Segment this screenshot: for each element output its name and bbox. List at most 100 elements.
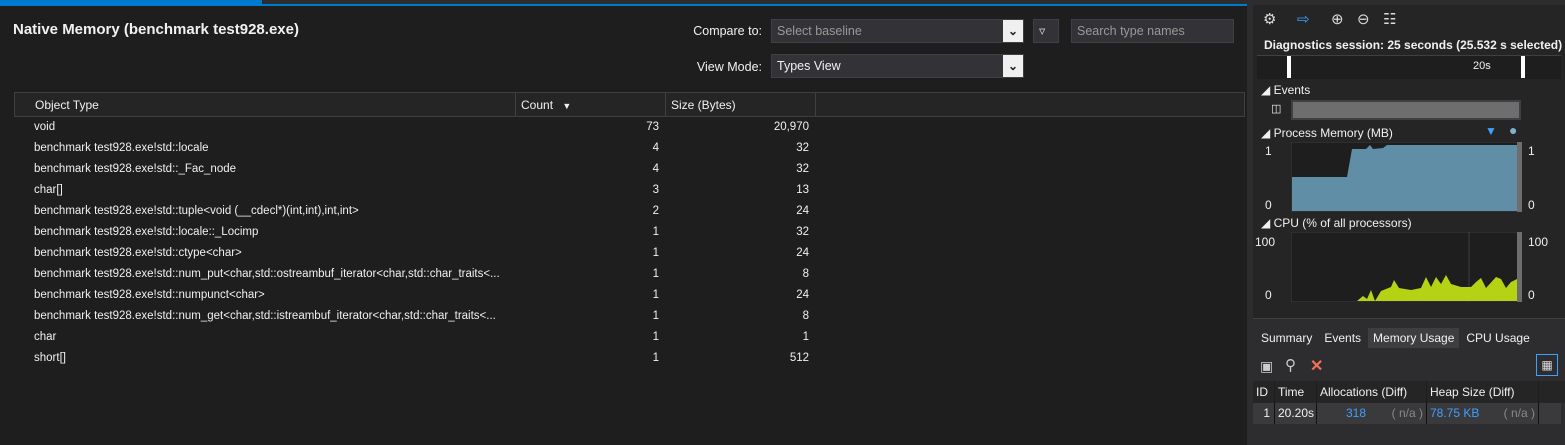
column-time[interactable]: Time xyxy=(1275,381,1317,403)
count-cell: 1 xyxy=(652,247,659,259)
events-section-header[interactable]: ◢ Events xyxy=(1261,83,1311,97)
size-cell: 24 xyxy=(796,289,809,301)
cpu-graph[interactable] xyxy=(1291,232,1522,302)
cpu-axis-min-right: 0 xyxy=(1528,288,1535,302)
object-type-cell: benchmark test928.exe!std::num_put<char,… xyxy=(34,268,500,280)
allocations-link[interactable]: 318 xyxy=(1346,406,1367,420)
memory-axis-min-right: 0 xyxy=(1528,198,1535,212)
take-snapshot-camera-icon[interactable]: ▣ xyxy=(1260,358,1274,374)
gc-marker-icon: ● xyxy=(1509,122,1518,138)
count-cell: 1 xyxy=(652,352,659,364)
table-row[interactable]: benchmark test928.exe!std::tuple<void (_… xyxy=(14,201,1245,222)
tab-memory-usage[interactable]: Memory Usage xyxy=(1368,328,1460,348)
snapshot-row[interactable]: 1 20.20s 318 ( n/a ) 78.75 KB ( n/a ) xyxy=(1253,403,1561,424)
table-row[interactable]: char 1 1 xyxy=(14,327,1245,348)
tab-cpu-usage[interactable]: CPU Usage xyxy=(1466,331,1530,345)
ruler-label: 20s xyxy=(1473,60,1491,72)
column-id[interactable]: ID xyxy=(1253,381,1275,403)
types-table: Object Type Count ▼ Size (Bytes) void 73 2… xyxy=(14,92,1245,369)
filter-icon[interactable]: ▿ xyxy=(1033,19,1059,43)
count-cell: 1 xyxy=(652,331,659,343)
count-cell: 4 xyxy=(652,163,659,175)
search-input[interactable]: Search type names xyxy=(1071,19,1234,43)
size-cell: 13 xyxy=(796,184,809,196)
count-cell: 73 xyxy=(646,121,659,133)
count-cell: 1 xyxy=(652,226,659,238)
column-size[interactable]: Size (Bytes) xyxy=(666,93,816,116)
size-cell: 24 xyxy=(796,247,809,259)
cpu-area xyxy=(1292,275,1517,301)
object-type-cell: benchmark test928.exe!std::locale::_Loci… xyxy=(34,226,259,238)
events-label: Events xyxy=(1273,83,1311,97)
size-cell: 24 xyxy=(796,205,809,217)
table-row[interactable]: benchmark test928.exe!std::num_get<char,… xyxy=(14,306,1245,327)
events-track[interactable] xyxy=(1291,100,1521,120)
column-heap-size[interactable]: Heap Size (Diff) xyxy=(1427,381,1539,403)
table-row[interactable]: short[] 1 512 xyxy=(14,348,1245,369)
object-type-cell: void xyxy=(34,121,56,133)
document-tab-strip xyxy=(0,0,1252,6)
tab-events[interactable]: Events xyxy=(1324,331,1362,345)
selection-end-handle[interactable] xyxy=(1521,56,1525,78)
panel-splitter[interactable] xyxy=(1247,0,1253,445)
export-icon[interactable]: ⇨ xyxy=(1297,11,1310,28)
snapshot-time: 20.20s xyxy=(1275,403,1317,424)
memory-label: Process Memory (MB) xyxy=(1273,126,1393,140)
compare-label: Compare to: xyxy=(693,24,762,38)
column-object-type[interactable]: Object Type xyxy=(15,93,516,116)
cpu-axis-max-right: 100 xyxy=(1528,235,1549,249)
header-filler xyxy=(816,93,1244,116)
object-type-cell: char xyxy=(34,331,57,343)
timeline-ruler[interactable]: 20s xyxy=(1257,55,1561,79)
size-cell: 8 xyxy=(802,268,809,280)
cpu-axis-max-left: 100 xyxy=(1255,235,1276,249)
search-placeholder: Search type names xyxy=(1077,24,1185,38)
table-row[interactable]: benchmark test928.exe!std::_Fac_node 4 32 xyxy=(14,159,1245,180)
view-mode-select[interactable]: Types View xyxy=(771,54,1024,78)
pause-icon[interactable]: ◫ xyxy=(1271,103,1282,115)
column-count[interactable]: Count ▼ xyxy=(516,93,666,116)
snapshot-table-header: ID Time Allocations (Diff) Heap Size (Di… xyxy=(1253,381,1565,403)
graph-scroll-edge xyxy=(1517,142,1522,212)
tab-summary[interactable]: Summary xyxy=(1261,331,1313,345)
chevron-down-icon[interactable]: ⌄ xyxy=(1003,20,1023,42)
active-document-tab[interactable] xyxy=(0,0,262,5)
object-type-cell: benchmark test928.exe!std::_Fac_node xyxy=(34,163,237,175)
graph-scroll-edge xyxy=(1517,232,1522,302)
table-row[interactable]: char[] 3 13 xyxy=(14,180,1245,201)
settings-gear-icon[interactable]: ⚙ xyxy=(1263,11,1277,28)
zoom-out-icon[interactable]: ⊖ xyxy=(1357,11,1370,28)
snapshot-id: 1 xyxy=(1253,403,1275,424)
heap-profiling-chip-icon[interactable]: ▦ xyxy=(1536,354,1558,376)
zoom-in-icon[interactable]: ⊕ xyxy=(1331,11,1344,28)
table-header: Object Type Count ▼ Size (Bytes) xyxy=(14,92,1245,117)
count-cell: 2 xyxy=(652,205,659,217)
process-memory-graph[interactable] xyxy=(1291,142,1522,212)
cpu-section-header[interactable]: ◢ CPU (% of all processors) xyxy=(1261,216,1412,230)
table-row[interactable]: benchmark test928.exe!std::locale::_Loci… xyxy=(14,222,1245,243)
delete-x-icon[interactable]: ✕ xyxy=(1310,358,1324,375)
page-title: Native Memory (benchmark test928.exe) xyxy=(13,21,299,38)
object-type-cell: benchmark test928.exe!std::num_get<char,… xyxy=(34,310,496,322)
memory-axis-max-left: 1 xyxy=(1265,144,1272,158)
heap-size-link[interactable]: 78.75 KB xyxy=(1430,406,1480,420)
table-row[interactable]: benchmark test928.exe!std::numpunct<char… xyxy=(14,285,1245,306)
count-cell: 1 xyxy=(652,289,659,301)
table-row[interactable]: benchmark test928.exe!std::num_put<char,… xyxy=(14,264,1245,285)
table-row[interactable]: benchmark test928.exe!std::locale 4 32 xyxy=(14,138,1245,159)
memory-axis-min-left: 0 xyxy=(1265,198,1272,212)
size-cell: 8 xyxy=(802,310,809,322)
selection-start-handle[interactable] xyxy=(1287,56,1291,78)
view-mode-value: Types View xyxy=(777,59,841,73)
column-allocations[interactable]: Allocations (Diff) xyxy=(1317,381,1427,403)
table-row[interactable]: benchmark test928.exe!std::ctype<char> 1 2… xyxy=(14,243,1245,264)
view-mode-label: View Mode: xyxy=(696,60,762,74)
search-icon[interactable]: ⚲ xyxy=(1285,357,1296,374)
count-cell: 1 xyxy=(652,310,659,322)
baseline-select[interactable]: Select baseline xyxy=(771,19,1024,43)
size-cell: 32 xyxy=(796,226,809,238)
chart-select-icon[interactable]: ☷ xyxy=(1383,11,1397,28)
table-row[interactable]: void 73 20,970 xyxy=(14,117,1245,138)
memory-section-header[interactable]: ◢ Process Memory (MB) xyxy=(1261,126,1393,140)
chevron-down-icon[interactable]: ⌄ xyxy=(1003,55,1023,77)
